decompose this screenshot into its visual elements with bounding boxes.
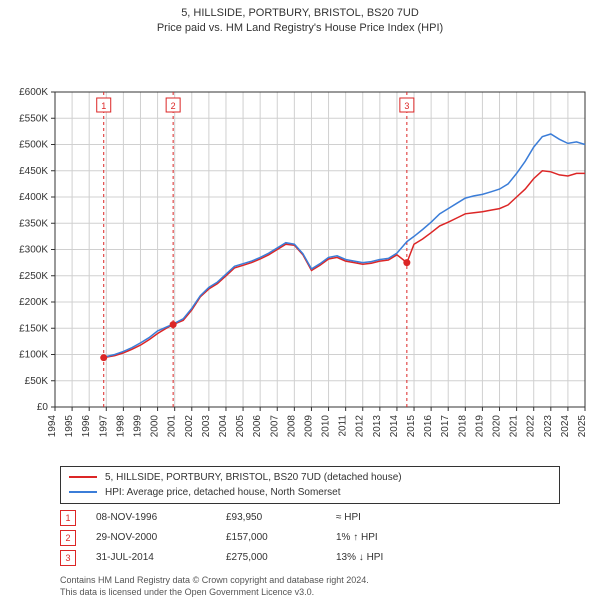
legend-swatch (69, 476, 97, 478)
sale-marker-number: 1 (101, 101, 106, 111)
x-tick-label: 1996 (81, 414, 92, 437)
x-tick-label: 2006 (252, 414, 263, 437)
sale-marker-dot (100, 354, 107, 361)
y-tick-label: £0 (37, 402, 49, 413)
sale-diff: ≈ HPI (336, 512, 436, 523)
x-tick-label: 2022 (526, 414, 537, 437)
x-tick-label: 2005 (235, 414, 246, 437)
sale-number-badge: 3 (60, 550, 76, 566)
legend-swatch (69, 491, 97, 493)
sale-diff: 1% ↑ HPI (336, 532, 436, 543)
x-tick-label: 2021 (509, 414, 520, 437)
y-tick-label: £400K (19, 192, 48, 203)
chart-title-block: 5, HILLSIDE, PORTBURY, BRISTOL, BS20 7UD… (0, 6, 600, 37)
x-tick-label: 2001 (167, 414, 178, 437)
x-tick-label: 2000 (150, 414, 161, 437)
title-line-2: Price paid vs. HM Land Registry's House … (0, 21, 600, 36)
x-tick-label: 2004 (218, 414, 229, 437)
x-tick-label: 1995 (64, 414, 75, 437)
x-tick-label: 2014 (389, 414, 400, 437)
sale-price: £93,950 (226, 512, 336, 523)
x-tick-label: 2003 (201, 414, 212, 437)
legend-label: HPI: Average price, detached house, Nort… (105, 485, 341, 500)
x-tick-label: 2018 (457, 414, 468, 437)
y-tick-label: £550K (19, 113, 48, 124)
sale-row: 1 08-NOV-1996£93,950≈ HPI (60, 508, 560, 528)
x-tick-label: 2017 (440, 414, 451, 437)
x-tick-label: 2013 (372, 414, 383, 437)
sale-date: 31-JUL-2014 (96, 552, 226, 563)
sale-number-badge: 1 (60, 510, 76, 526)
sale-marker-number: 2 (171, 101, 176, 111)
x-tick-label: 1994 (47, 414, 58, 437)
sale-marker-dot (403, 259, 410, 266)
footer-credits: Contains HM Land Registry data © Crown c… (60, 574, 560, 599)
x-tick-label: 2008 (286, 414, 297, 437)
y-tick-label: £300K (19, 244, 48, 255)
legend-row: HPI: Average price, detached house, Nort… (69, 485, 551, 500)
sale-marker-number: 3 (404, 101, 409, 111)
x-tick-label: 1997 (98, 414, 109, 437)
legend: 5, HILLSIDE, PORTBURY, BRISTOL, BS20 7UD… (60, 466, 560, 504)
legend-label: 5, HILLSIDE, PORTBURY, BRISTOL, BS20 7UD… (105, 470, 402, 485)
sale-row: 2 29-NOV-2000£157,0001% ↑ HPI (60, 528, 560, 548)
x-tick-label: 1999 (132, 414, 143, 437)
y-tick-label: £200K (19, 297, 48, 308)
y-tick-label: £350K (19, 218, 48, 229)
x-tick-label: 2016 (423, 414, 434, 437)
footer-line-1: Contains HM Land Registry data © Crown c… (60, 574, 560, 587)
x-tick-label: 1998 (115, 414, 126, 437)
x-tick-label: 2002 (184, 414, 195, 437)
sale-row: 3 31-JUL-2014£275,00013% ↓ HPI (60, 548, 560, 568)
y-tick-label: £100K (19, 349, 48, 360)
x-tick-label: 2020 (492, 414, 503, 437)
price-chart: £0 £50K £100K £150K £200K £250K £300K £350K £400… (0, 37, 600, 455)
x-tick-label: 2010 (321, 414, 332, 437)
x-tick-label: 2007 (269, 414, 280, 437)
x-tick-label: 2009 (303, 414, 314, 437)
x-tick-label: 2011 (338, 414, 349, 436)
y-tick-label: £250K (19, 271, 48, 282)
sale-date: 08-NOV-1996 (96, 512, 226, 523)
x-tick-label: 2023 (543, 414, 554, 437)
footer-line-2: This data is licensed under the Open Gov… (60, 586, 560, 599)
x-tick-label: 2012 (355, 414, 366, 437)
sale-number-badge: 2 (60, 530, 76, 546)
sale-diff: 13% ↓ HPI (336, 552, 436, 563)
chart-area: £0 £50K £100K £150K £200K £250K £300K £350K £400… (0, 37, 600, 458)
x-tick-label: 2024 (560, 414, 571, 437)
y-tick-label: £500K (19, 139, 48, 150)
sale-price: £157,000 (226, 532, 336, 543)
y-tick-label: £150K (19, 323, 48, 334)
title-line-1: 5, HILLSIDE, PORTBURY, BRISTOL, BS20 7UD (0, 6, 600, 21)
x-tick-label: 2025 (577, 414, 588, 437)
sales-table: 1 08-NOV-1996£93,950≈ HPI 2 29-NOV-2000£157… (60, 508, 560, 568)
y-tick-label: £450K (19, 166, 48, 177)
sale-marker-dot (170, 321, 177, 328)
legend-row: 5, HILLSIDE, PORTBURY, BRISTOL, BS20 7UD… (69, 470, 551, 485)
y-tick-label: £50K (25, 376, 49, 387)
x-tick-label: 2015 (406, 414, 417, 437)
y-tick-label: £600K (19, 87, 48, 98)
sale-date: 29-NOV-2000 (96, 532, 226, 543)
sale-price: £275,000 (226, 552, 336, 563)
x-tick-label: 2019 (474, 414, 485, 437)
